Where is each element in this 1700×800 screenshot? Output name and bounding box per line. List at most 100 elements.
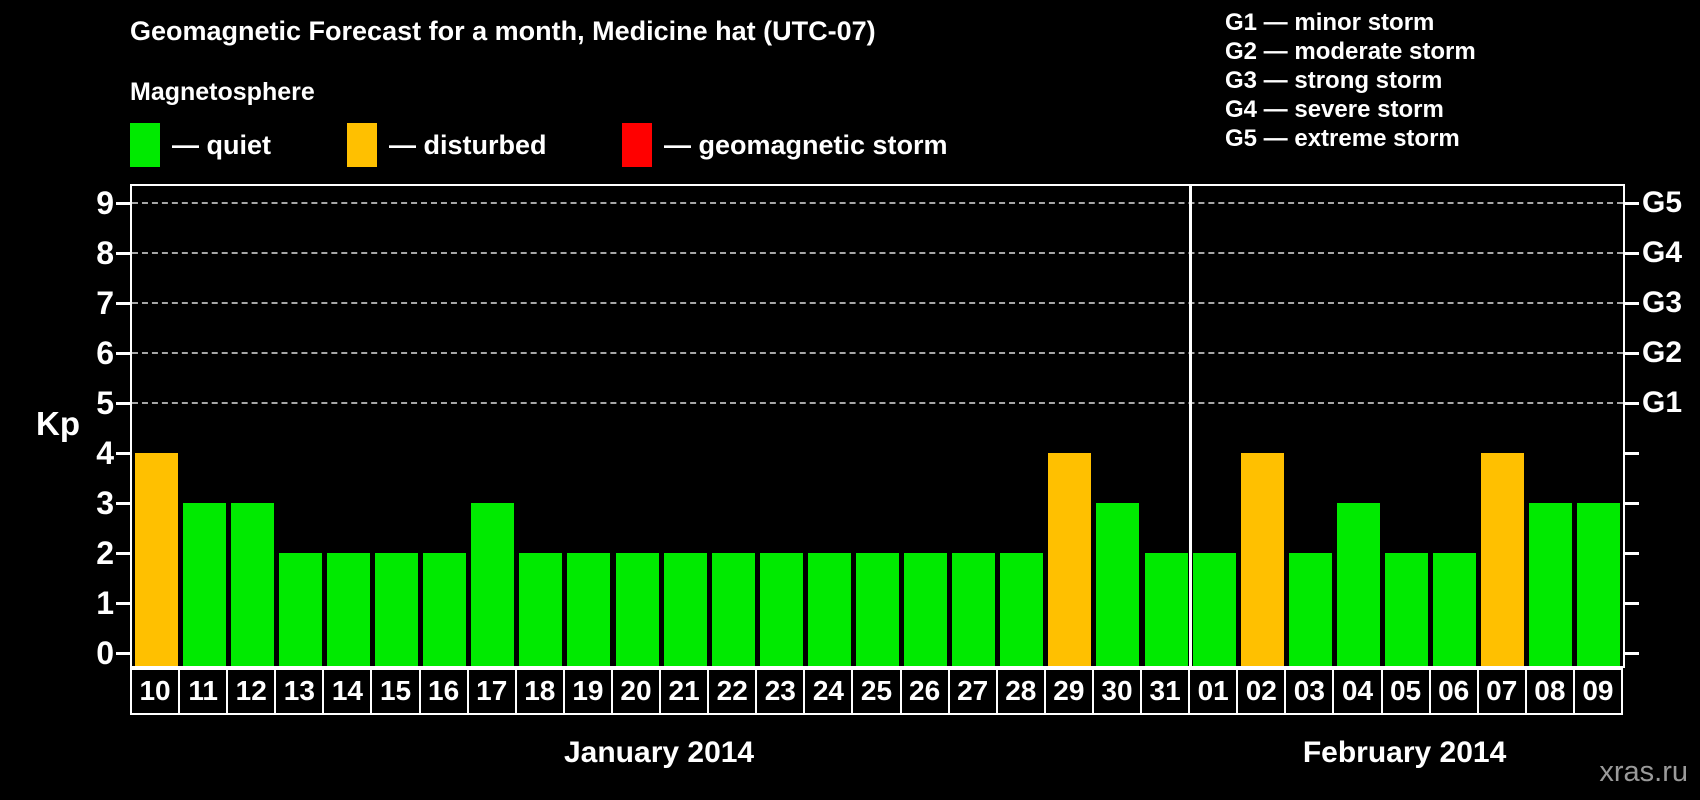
kp-bar-day-11 bbox=[182, 503, 226, 666]
y-tick-label-5: 5 bbox=[96, 385, 114, 421]
gridline-kp5 bbox=[132, 402, 1623, 404]
y-tick-label-1: 1 bbox=[96, 585, 114, 621]
day-cell-19: 19 bbox=[562, 668, 613, 715]
kp-bar-day-24 bbox=[807, 553, 851, 666]
day-cell-26: 26 bbox=[899, 668, 950, 715]
quiet-color-swatch bbox=[130, 123, 160, 167]
day-cell-30: 30 bbox=[1091, 668, 1143, 715]
month-label-1: February 2014 bbox=[1302, 736, 1507, 769]
kp-bar-day-27 bbox=[952, 553, 996, 666]
chart-title: Geomagnetic Forecast for a month, Medici… bbox=[130, 16, 876, 46]
g-legend-line-g3: G3 — strong storm bbox=[1225, 67, 1443, 94]
day-cell-23: 23 bbox=[755, 668, 806, 715]
right-tick-kp8 bbox=[1625, 252, 1639, 255]
kp-bar-day-22 bbox=[711, 553, 755, 666]
kp-bar-day-26 bbox=[904, 553, 948, 666]
left-tick-kp7 bbox=[116, 302, 130, 305]
kp-bar-day-20 bbox=[615, 553, 659, 666]
kp-bar-day-12 bbox=[230, 503, 274, 666]
day-cell-03: 03 bbox=[1284, 668, 1335, 715]
day-cell-24: 24 bbox=[803, 668, 854, 715]
legend-item-storm: — geomagnetic storm bbox=[622, 122, 948, 168]
kp-bar-day-23 bbox=[759, 553, 803, 666]
day-cell-14: 14 bbox=[322, 668, 373, 715]
g-legend-line-g5: G5 — extreme storm bbox=[1225, 125, 1460, 152]
disturbed-color-swatch bbox=[347, 123, 377, 167]
right-tick-kp2 bbox=[1625, 552, 1639, 555]
day-cell-06: 06 bbox=[1428, 668, 1479, 715]
kp-bar-day-19 bbox=[567, 553, 611, 666]
left-tick-kp1 bbox=[116, 602, 130, 605]
kp-bar-day-18 bbox=[519, 553, 563, 666]
kp-bar-day-14 bbox=[326, 553, 370, 666]
day-cell-16: 16 bbox=[418, 668, 469, 715]
day-cell-11: 11 bbox=[178, 668, 229, 715]
day-cell-31: 31 bbox=[1140, 668, 1191, 715]
day-cell-28: 28 bbox=[995, 668, 1046, 715]
day-cell-27: 27 bbox=[947, 668, 998, 715]
y-tick-label-9: 9 bbox=[96, 185, 114, 221]
kp-bar-day-04 bbox=[1336, 503, 1380, 666]
kp-bar-day-15 bbox=[375, 553, 419, 666]
kp-bar-day-29 bbox=[1048, 453, 1092, 666]
y-tick-label-2: 2 bbox=[96, 535, 114, 571]
left-tick-kp3 bbox=[116, 502, 130, 505]
day-cell-20: 20 bbox=[610, 668, 662, 715]
watermark: xras.ru bbox=[1599, 756, 1688, 788]
day-cell-25: 25 bbox=[851, 668, 902, 715]
right-tick-kp5 bbox=[1625, 402, 1639, 405]
g-tick-label-g3: G3 bbox=[1642, 286, 1683, 319]
kp-bar-day-09 bbox=[1577, 503, 1621, 666]
g-legend-line-g4: G4 — severe storm bbox=[1225, 96, 1444, 123]
kp-bar-day-17 bbox=[471, 503, 515, 666]
kp-bar-day-31 bbox=[1144, 553, 1188, 666]
left-tick-kp9 bbox=[116, 202, 130, 205]
g-tick-label-g2: G2 bbox=[1642, 336, 1683, 369]
y-tick-label-6: 6 bbox=[96, 335, 114, 371]
kp-bar-day-03 bbox=[1288, 553, 1332, 666]
y-tick-label-8: 8 bbox=[96, 235, 114, 271]
day-cell-04: 04 bbox=[1332, 668, 1383, 715]
plot-area bbox=[116, 184, 1639, 668]
y-axis-label: Kp bbox=[36, 405, 80, 442]
day-axis: 10 11 12 13 14 15 16 17 18 19 20 21 22 23 24 25 26 27 28 29… bbox=[130, 668, 1625, 715]
g-tick-label-g4: G4 bbox=[1642, 236, 1683, 269]
left-tick-kp4 bbox=[116, 452, 130, 455]
y-tick-label-3: 3 bbox=[96, 485, 114, 521]
kp-bar-day-01 bbox=[1192, 553, 1236, 666]
y-tick-label-0: 0 bbox=[96, 635, 114, 671]
left-tick-kp5 bbox=[116, 402, 130, 405]
gridline-kp8 bbox=[132, 252, 1623, 254]
legend-label-quiet: — quiet bbox=[172, 129, 271, 160]
legend-item-disturbed: — disturbed bbox=[347, 122, 547, 168]
right-tick-kp9 bbox=[1625, 202, 1639, 205]
kp-bar-day-05 bbox=[1385, 553, 1429, 666]
gridline-kp6 bbox=[132, 352, 1623, 354]
day-cell-02: 02 bbox=[1236, 668, 1287, 715]
right-tick-kp4 bbox=[1625, 452, 1639, 455]
kp-bar-day-21 bbox=[663, 553, 707, 666]
right-tick-kp6 bbox=[1625, 352, 1639, 355]
kp-bar-day-02 bbox=[1240, 453, 1284, 666]
legend-label-storm: — geomagnetic storm bbox=[664, 129, 948, 160]
day-cell-09: 09 bbox=[1572, 668, 1623, 715]
month-label-0: January 2014 bbox=[563, 736, 755, 769]
kp-bar-day-25 bbox=[856, 553, 899, 666]
day-cell-01: 01 bbox=[1188, 668, 1239, 715]
day-cell-05: 05 bbox=[1380, 668, 1431, 715]
kp-bar-day-06 bbox=[1433, 553, 1477, 666]
left-tick-kp2 bbox=[116, 552, 130, 555]
legend-label-disturbed: — disturbed bbox=[389, 129, 547, 160]
kp-bar-day-08 bbox=[1529, 503, 1573, 666]
g-legend-line-g2: G2 — moderate storm bbox=[1225, 38, 1476, 65]
day-cell-08: 08 bbox=[1524, 668, 1575, 715]
y-tick-label-4: 4 bbox=[96, 435, 114, 471]
day-cell-21: 21 bbox=[659, 668, 710, 715]
g-scale-legend: G1 — minor storm G2 — moderate storm G3 … bbox=[1225, 8, 1476, 153]
kp-bar-day-28 bbox=[1000, 553, 1044, 666]
kp-bar-day-16 bbox=[423, 553, 467, 666]
gridline-kp9 bbox=[132, 202, 1623, 204]
right-tick-kp7 bbox=[1625, 302, 1639, 305]
left-tick-kp0 bbox=[116, 652, 130, 655]
